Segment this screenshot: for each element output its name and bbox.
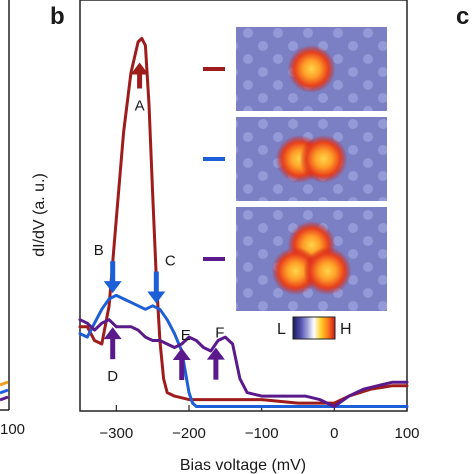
- left-panel-tick-label: 100: [0, 421, 25, 438]
- left-panel-curve: [0, 388, 9, 395]
- annotation-arrow-head: [147, 291, 166, 304]
- annotation-d: D: [103, 327, 122, 385]
- panel-label-c: c: [456, 3, 469, 30]
- x-ticks: −300 −200 −100 0 100: [99, 405, 420, 442]
- annotation-label: F: [215, 325, 224, 342]
- annotation-f: F: [206, 325, 225, 380]
- colorbar: L H: [277, 316, 352, 340]
- main-axes: −300 −200 −100 0 100 Bias voltage (mV) dI/dV…: [31, 0, 420, 474]
- left-panel-curve: [0, 395, 9, 402]
- x-tick-label: −300: [99, 425, 133, 442]
- stm-inset-2: [203, 115, 389, 203]
- annotation-arrow-head: [130, 62, 149, 75]
- series-line-2: [78, 293, 409, 408]
- inset-layer: [203, 25, 389, 313]
- annotation-arrow-head: [206, 347, 225, 360]
- plot-frame: [79, 0, 408, 412]
- annotation-e: E: [172, 327, 191, 381]
- x-tick-label: −100: [245, 425, 279, 442]
- left-panel-curve: [0, 380, 9, 387]
- colorbar-high-label: H: [340, 321, 352, 338]
- annotation-label: C: [165, 253, 176, 270]
- series-line-3: [78, 318, 409, 408]
- annotation-arrow-head: [172, 348, 191, 361]
- x-tick-label: 0: [330, 425, 338, 442]
- stm-inset-1: [203, 25, 389, 113]
- x-tick-label: 100: [394, 425, 419, 442]
- annotation-label: B: [94, 242, 104, 259]
- annotation-label: A: [135, 98, 145, 115]
- x-tick-label: −200: [172, 425, 206, 442]
- left-panel-curves: [0, 380, 9, 402]
- annotation-b: B: [94, 242, 122, 294]
- annotation-label: E: [181, 327, 191, 344]
- colorbar-gradient: [292, 316, 336, 340]
- colorbar-low-label: L: [277, 321, 286, 338]
- annotation-a: A: [130, 62, 149, 115]
- annotation-layer: A B C D E F: [94, 62, 225, 385]
- y-axis-label: dI/dV (a. u.): [31, 173, 48, 257]
- annotation-arrow-head: [103, 327, 122, 340]
- x-axis-label: Bias voltage (mV): [180, 457, 306, 474]
- stm-molecule-blob: [303, 247, 352, 295]
- annotation-arrow-head: [103, 281, 122, 294]
- annotation-label: D: [107, 368, 118, 385]
- stm-inset-3: [203, 205, 389, 313]
- stm-molecule-blob: [287, 45, 336, 93]
- left-partial-panel: 100: [0, 0, 25, 438]
- panel-label-b: b: [50, 3, 65, 30]
- annotation-c: C: [147, 253, 176, 304]
- stm-molecule-blob: [299, 135, 348, 183]
